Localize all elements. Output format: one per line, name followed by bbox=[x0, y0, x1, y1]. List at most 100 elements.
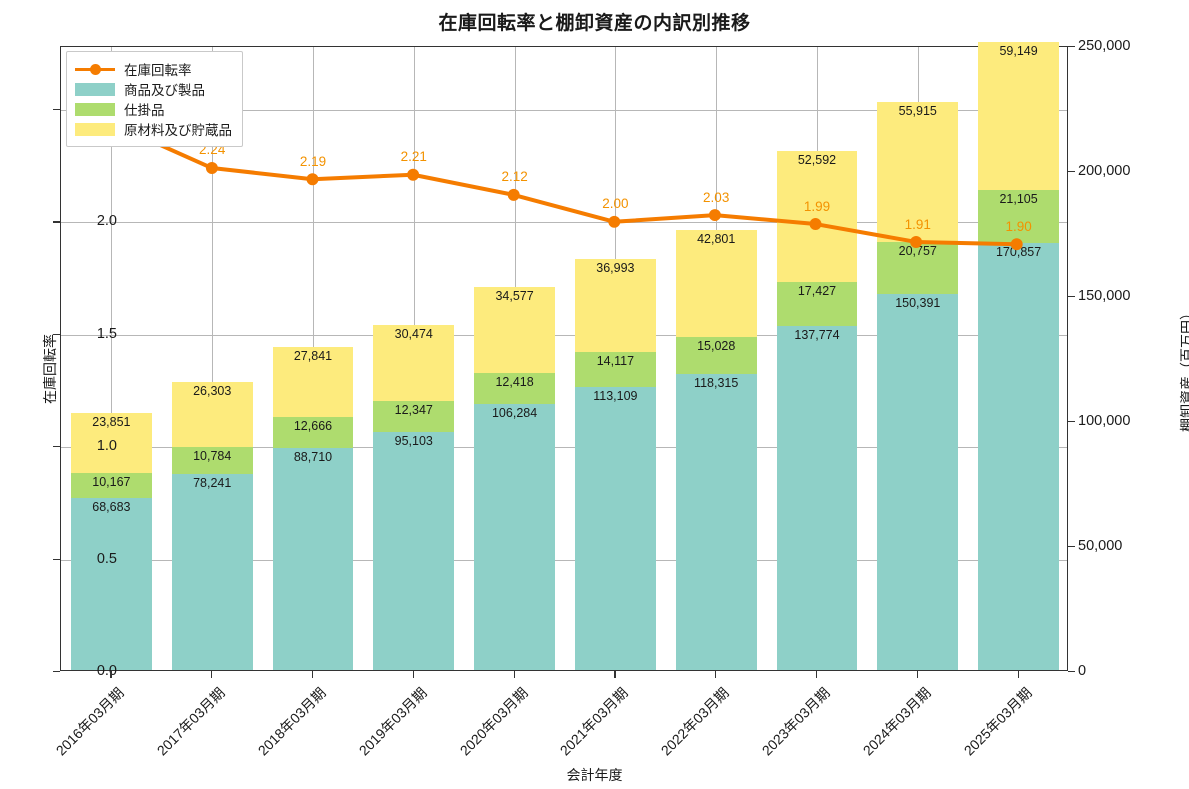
legend-swatch-icon bbox=[75, 122, 115, 136]
left-axis-tickmark bbox=[53, 671, 60, 673]
bar-value-label: 12,347 bbox=[394, 403, 433, 418]
x-axis-tickmark bbox=[513, 671, 515, 678]
x-axis-tick-label: 2021年03月期 bbox=[557, 684, 632, 759]
bar-value-label: 27,841 bbox=[293, 348, 333, 363]
bar-segment[interactable]: 95,103 bbox=[373, 432, 455, 670]
bar-segment[interactable]: 26,303 bbox=[171, 381, 253, 448]
legend-item[interactable]: 商品及び製品 bbox=[75, 79, 232, 99]
bar-segment[interactable]: 34,577 bbox=[474, 286, 555, 374]
bar-value-label: 118,315 bbox=[694, 376, 739, 391]
left-axis-tickmark bbox=[53, 333, 60, 335]
bar-segment[interactable]: 118,315 bbox=[675, 374, 757, 670]
bar-stack[interactable]: 78,241 10,784 26,303 bbox=[171, 381, 253, 670]
right-axis-tickmark bbox=[1068, 46, 1075, 48]
bar-value-label: 17,427 bbox=[797, 284, 837, 298]
legend-item[interactable]: 仕掛品 bbox=[75, 99, 232, 119]
legend-item-label: 原材料及び貯蔵品 bbox=[124, 123, 232, 138]
right-axis-tickmark bbox=[1068, 421, 1075, 423]
bar-segment[interactable]: 137,774 bbox=[776, 325, 858, 671]
bar-stack[interactable]: 118,315 15,028 42,801 bbox=[675, 229, 757, 670]
right-axis-tick-label: 50,000 bbox=[1078, 538, 1123, 554]
bar-value-label: 59,149 bbox=[999, 44, 1038, 59]
bar-value-label: 15,028 bbox=[697, 338, 736, 353]
bar-segment[interactable]: 113,109 bbox=[575, 387, 656, 670]
bar-value-label: 42,801 bbox=[697, 231, 736, 246]
legend-swatch-icon bbox=[75, 102, 115, 116]
x-axis-title: 会計年度 bbox=[566, 767, 623, 783]
bar-segment[interactable]: 10,784 bbox=[171, 447, 253, 475]
bar-value-label: 106,284 bbox=[491, 406, 538, 421]
bar-segment[interactable]: 55,915 bbox=[877, 102, 959, 243]
right-axis-title: 棚卸資産（百万円） bbox=[1179, 306, 1189, 432]
x-axis-tickmark bbox=[312, 671, 314, 678]
bar-segment[interactable]: 15,028 bbox=[675, 336, 757, 375]
bar-segment[interactable]: 59,149 bbox=[978, 42, 1059, 191]
legend-line-icon bbox=[75, 62, 115, 76]
bar-segment[interactable]: 10,167 bbox=[71, 472, 152, 499]
legend-marker-dot bbox=[90, 64, 101, 75]
bar-value-label: 68,683 bbox=[92, 500, 131, 515]
bar-segment[interactable]: 27,841 bbox=[272, 346, 354, 417]
bar-value-label: 55,915 bbox=[898, 104, 937, 119]
gridline-horizontal bbox=[61, 559, 1067, 561]
bar-stack[interactable]: 113,109 14,117 36,993 bbox=[575, 259, 656, 670]
bar-value-label: 10,784 bbox=[193, 449, 232, 464]
bar-segment[interactable]: 21,105 bbox=[978, 190, 1059, 243]
x-axis-tick-label: 2022年03月期 bbox=[657, 684, 732, 759]
bar-segment[interactable]: 12,418 bbox=[474, 373, 555, 405]
bar-stack[interactable]: 150,391 20,757 55,915 bbox=[877, 102, 959, 670]
x-axis-tickmark bbox=[1017, 671, 1019, 678]
x-axis-tick-label: 2023年03月期 bbox=[758, 684, 833, 759]
x-axis-tick-label: 2024年03月期 bbox=[859, 684, 934, 759]
bar-segment[interactable]: 12,347 bbox=[373, 401, 455, 433]
bar-stack[interactable]: 106,284 12,418 34,577 bbox=[474, 286, 555, 670]
chart-legend[interactable]: 在庫回転率 商品及び製品 仕掛品原材料及び貯蔵品 bbox=[66, 51, 243, 147]
right-axis-tick-label: 250,000 bbox=[1078, 38, 1131, 54]
bar-stack[interactable]: 95,103 12,347 30,474 bbox=[373, 325, 455, 670]
bar-value-label: 88,710 bbox=[293, 450, 333, 465]
bar-segment[interactable]: 106,284 bbox=[474, 404, 555, 670]
bar-segment[interactable]: 12,666 bbox=[272, 416, 354, 449]
x-axis-tick-label: 2016年03月期 bbox=[53, 684, 128, 759]
x-axis-tick-label: 2025年03月期 bbox=[960, 684, 1035, 759]
page-title: 在庫回転率と棚卸資産の内訳別推移 bbox=[438, 13, 751, 34]
legend-item-label: 在庫回転率 bbox=[124, 63, 192, 78]
gridline-vertical bbox=[212, 47, 214, 670]
bar-segment[interactable]: 17,427 bbox=[776, 282, 858, 326]
x-axis-tickmark bbox=[412, 671, 414, 678]
bar-segment[interactable]: 20,757 bbox=[877, 242, 959, 294]
x-axis-tickmark bbox=[816, 671, 818, 678]
right-axis-tick-label: 0 bbox=[1078, 663, 1087, 679]
legend-swatch-icon bbox=[75, 82, 115, 96]
bar-value-label: 26,303 bbox=[193, 383, 232, 398]
gridline-vertical bbox=[111, 47, 113, 670]
bar-segment[interactable]: 170,857 bbox=[978, 242, 1059, 670]
bar-segment[interactable]: 150,391 bbox=[877, 294, 959, 670]
bar-segment[interactable]: 78,241 bbox=[171, 474, 253, 670]
legend-color-swatch bbox=[75, 123, 115, 136]
bar-segment[interactable]: 30,474 bbox=[373, 325, 455, 402]
legend-item[interactable]: 在庫回転率 bbox=[75, 59, 232, 79]
bar-segment[interactable]: 68,683 bbox=[71, 498, 152, 670]
bar-segment[interactable]: 88,710 bbox=[272, 448, 354, 670]
bar-segment[interactable]: 14,117 bbox=[575, 351, 656, 388]
bar-segment[interactable]: 42,801 bbox=[675, 229, 757, 337]
bar-value-label: 36,993 bbox=[596, 261, 635, 276]
line-marker[interactable] bbox=[708, 209, 721, 222]
legend-item[interactable]: 原材料及び貯蔵品 bbox=[75, 119, 232, 139]
bar-segment[interactable]: 36,993 bbox=[575, 259, 656, 352]
left-axis-tickmark bbox=[53, 558, 60, 560]
right-axis-tick-label: 150,000 bbox=[1078, 288, 1131, 304]
x-axis-tickmark bbox=[110, 671, 112, 678]
bar-stack[interactable]: 137,774 17,427 52,592 bbox=[776, 150, 858, 671]
legend-color-swatch bbox=[75, 83, 115, 96]
bar-value-label: 34,577 bbox=[495, 288, 534, 303]
bar-segment[interactable]: 52,592 bbox=[776, 150, 858, 282]
right-axis-tick-label: 200,000 bbox=[1078, 163, 1131, 179]
bar-stack[interactable]: 170,857 21,105 59,149 bbox=[978, 42, 1059, 670]
gridline-horizontal bbox=[61, 334, 1067, 336]
bar-value-label: 30,474 bbox=[394, 327, 433, 342]
right-axis-tickmark bbox=[1068, 546, 1075, 548]
bar-stack[interactable]: 88,710 12,666 27,841 bbox=[272, 346, 354, 670]
